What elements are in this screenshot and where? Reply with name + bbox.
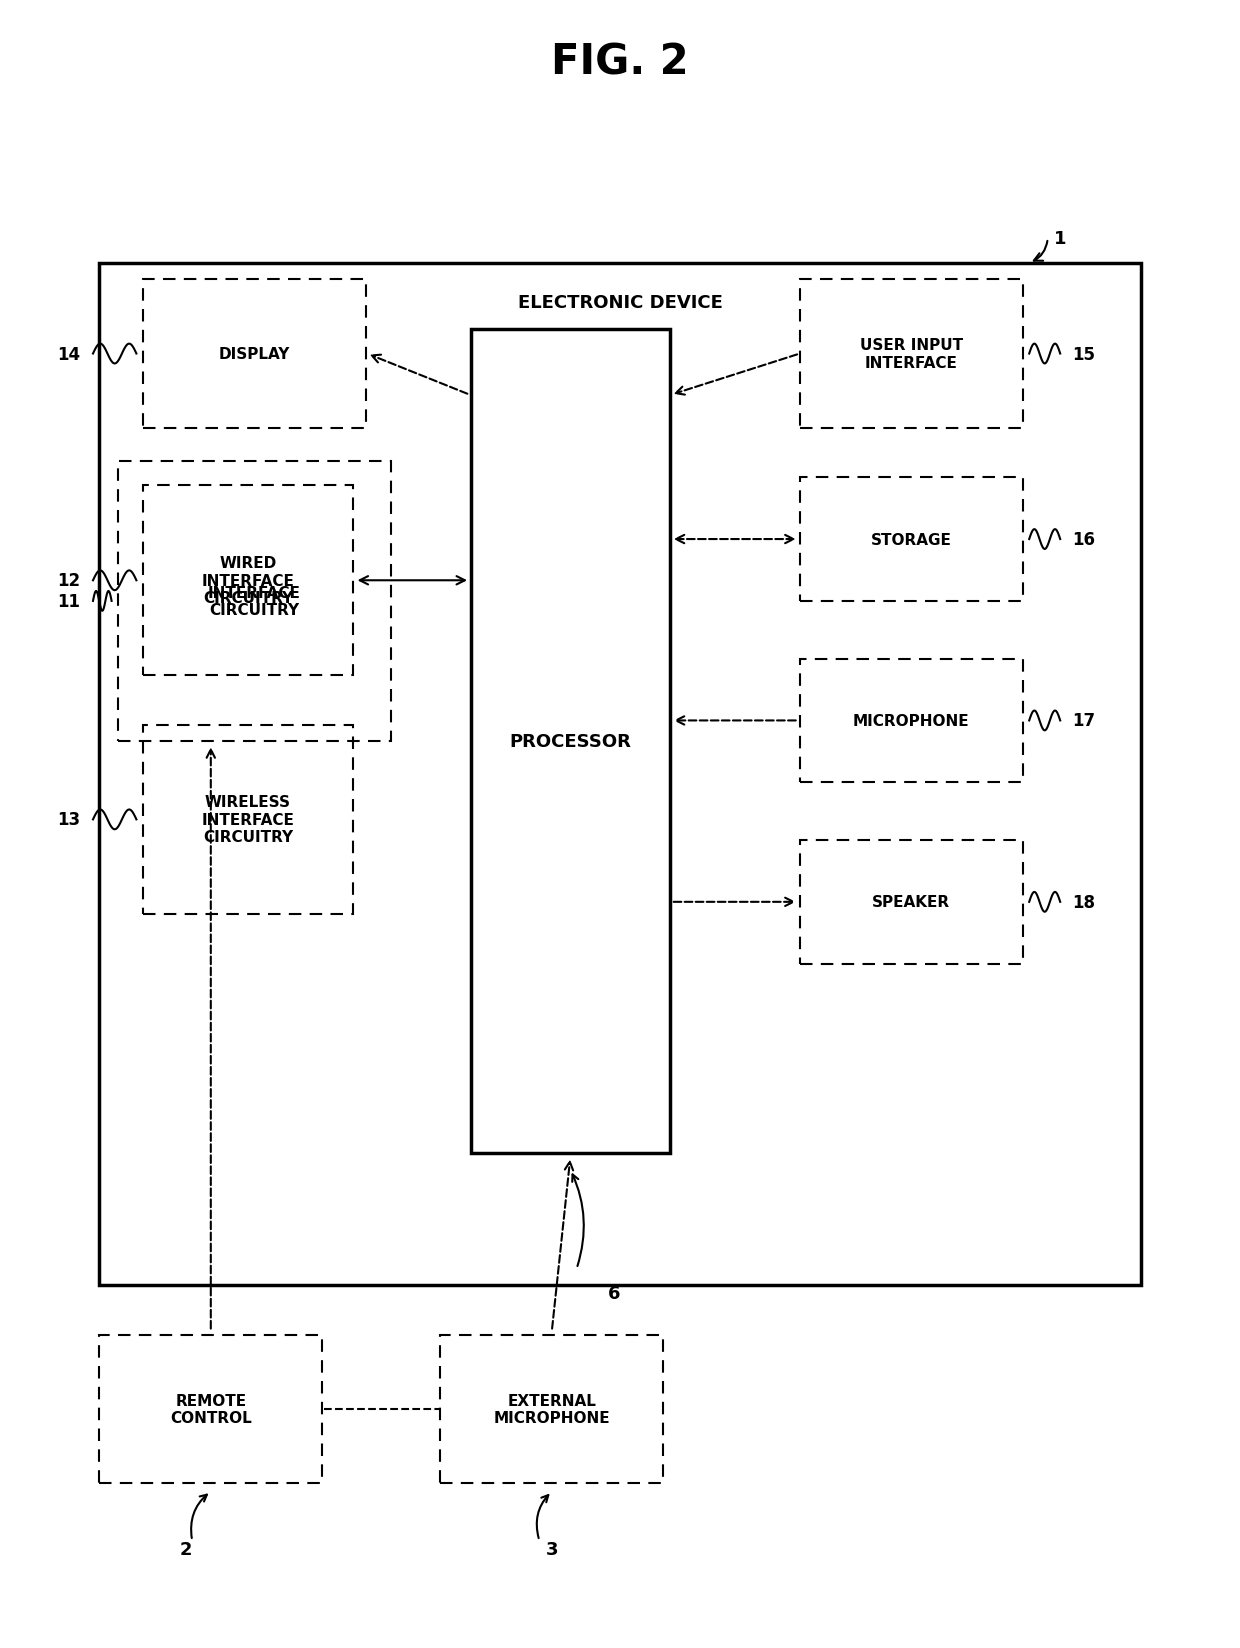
Text: ELECTRONIC DEVICE: ELECTRONIC DEVICE (517, 293, 723, 311)
Text: DISPLAY: DISPLAY (218, 346, 290, 363)
Text: MICROPHONE: MICROPHONE (853, 714, 970, 728)
Text: SPEAKER: SPEAKER (872, 895, 951, 910)
Text: 12: 12 (57, 572, 81, 590)
Text: 17: 17 (1073, 712, 1096, 730)
Text: 15: 15 (1073, 346, 1096, 363)
Text: 6: 6 (608, 1285, 620, 1302)
Text: FIG. 2: FIG. 2 (552, 41, 688, 82)
Text: 18: 18 (1073, 893, 1096, 911)
Text: EXTERNAL
MICROPHONE: EXTERNAL MICROPHONE (494, 1393, 610, 1426)
Text: INTERFACE
CIRCUITRY: INTERFACE CIRCUITRY (208, 585, 300, 618)
Text: 2: 2 (180, 1541, 192, 1557)
Text: REMOTE
CONTROL: REMOTE CONTROL (170, 1393, 252, 1426)
Text: 11: 11 (57, 593, 81, 610)
Text: PROCESSOR: PROCESSOR (510, 733, 631, 750)
Text: WIRELESS
INTERFACE
CIRCUITRY: WIRELESS INTERFACE CIRCUITRY (202, 794, 294, 845)
Text: 13: 13 (57, 811, 81, 829)
Text: 14: 14 (57, 346, 81, 363)
Text: USER INPUT
INTERFACE: USER INPUT INTERFACE (859, 338, 963, 371)
Text: WIRED
INTERFACE
CIRCUITRY: WIRED INTERFACE CIRCUITRY (202, 555, 294, 606)
Text: 1: 1 (1054, 231, 1066, 247)
Text: 16: 16 (1073, 531, 1096, 549)
Text: 3: 3 (546, 1541, 558, 1557)
Text: STORAGE: STORAGE (870, 532, 952, 547)
